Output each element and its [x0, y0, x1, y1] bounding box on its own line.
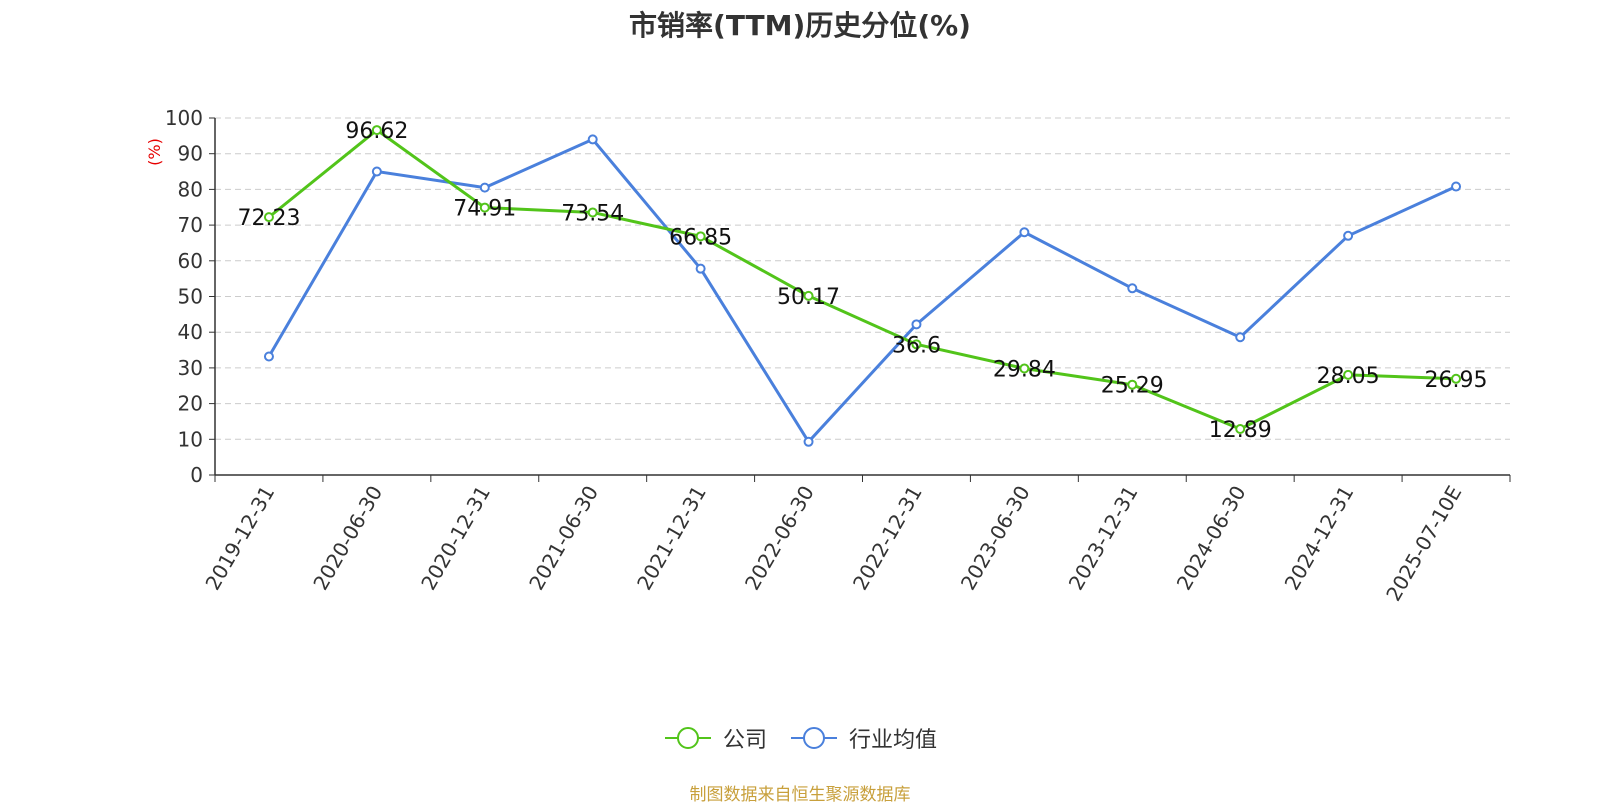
y-tick-label: 30 [178, 356, 203, 380]
data-point[interactable] [1451, 373, 1462, 384]
y-tick-label: 50 [178, 285, 203, 309]
x-tick-label: 2021-06-30 [524, 482, 603, 595]
data-point[interactable] [1343, 369, 1354, 380]
data-point[interactable] [371, 125, 382, 136]
data-point[interactable] [1343, 230, 1354, 241]
data-label: 26.95 [1425, 368, 1488, 393]
legend-marker-industry-average [791, 727, 837, 749]
chart-title: 市销率(TTM)历史分位(%) [629, 9, 971, 42]
axes: 0 10 20 30 40 50 60 70 80 90 100(%) 2019-12-31 2020-… [145, 106, 1511, 606]
y-tick-label: 40 [178, 320, 203, 344]
data-label: 28.05 [1317, 364, 1380, 389]
data-point[interactable] [1235, 332, 1246, 343]
y-tick-label: 0 [190, 463, 203, 487]
x-tick-label: 2023-06-30 [956, 482, 1035, 595]
data-point[interactable] [695, 263, 706, 274]
data-point[interactable] [803, 436, 814, 447]
data-point[interactable] [587, 134, 598, 145]
legend-label-industry-average: 行业均值 [849, 728, 938, 753]
data-point[interactable] [695, 231, 706, 242]
data-point[interactable] [263, 212, 274, 223]
data-point[interactable] [1019, 227, 1030, 238]
data-label: 29.84 [993, 357, 1056, 382]
y-tick-label: 20 [178, 392, 203, 416]
series-line [268, 128, 1457, 431]
legend-item-industry-average[interactable]: 行业均值 [789, 722, 937, 754]
data-point[interactable] [911, 319, 922, 330]
legend-marker-company [664, 727, 711, 749]
x-tick-label: 2024-06-30 [1172, 482, 1251, 595]
data-label: 66.85 [669, 225, 732, 250]
x-tick-label: 2025-07-10E [1381, 482, 1466, 606]
x-tick-label: 2023-12-31 [1064, 482, 1143, 595]
x-tick-label: 2022-12-31 [848, 481, 927, 594]
data-label: 25.29 [1101, 374, 1164, 399]
x-tick-label: 2019-12-31 [200, 482, 279, 595]
grid-lines [215, 117, 1510, 440]
legend: 公司 行业均值 [0, 722, 1600, 754]
data-point[interactable] [587, 207, 598, 218]
x-tick-label: 2024-12-31 [1280, 482, 1359, 595]
data-label: 96.62 [345, 119, 408, 144]
legend-item-company[interactable]: 公司 [663, 722, 767, 754]
y-axis-label: (%) [145, 138, 164, 166]
data-label: 12.89 [1209, 418, 1272, 443]
data-label: 74.91 [453, 197, 516, 222]
data-point[interactable] [911, 339, 922, 350]
y-tick-label: 70 [178, 213, 203, 237]
y-tick-label: 80 [178, 177, 203, 201]
data-point[interactable] [803, 290, 814, 301]
x-tick-label: 2020-12-31 [416, 481, 495, 594]
x-tick-label: 2022-06-30 [740, 482, 819, 595]
data-point[interactable] [1235, 423, 1246, 434]
data-labels: 72.23 96.62 74.91 73.54 66.85 50.17 36.6 29.84 2… [237, 119, 1487, 443]
data-point[interactable] [479, 182, 490, 193]
data-point[interactable] [1127, 283, 1138, 294]
data-point[interactable] [1451, 181, 1462, 192]
data-label: 73.54 [561, 201, 624, 226]
x-tick-label: 2021-12-31 [632, 482, 711, 595]
legend-label-company: 公司 [722, 728, 767, 753]
y-tick-label: 60 [178, 249, 203, 273]
data-point[interactable] [371, 166, 382, 177]
y-tick-label: 90 [178, 142, 203, 166]
data-label: 50.17 [777, 285, 840, 310]
series-line [267, 137, 1457, 444]
data-point[interactable] [263, 351, 274, 362]
x-tick-label: 2020-06-30 [308, 482, 387, 595]
data-label: 36.6 [892, 333, 941, 358]
source-note: 制图数据来自恒生聚源数据库 [689, 785, 911, 805]
y-tick-label: 100 [165, 106, 203, 130]
data-point[interactable] [1019, 363, 1030, 374]
data-point[interactable] [1127, 379, 1138, 390]
data-point[interactable] [479, 202, 490, 213]
y-tick-label: 10 [178, 427, 203, 451]
series-layer [263, 125, 1462, 447]
data-label: 72.23 [237, 206, 300, 231]
